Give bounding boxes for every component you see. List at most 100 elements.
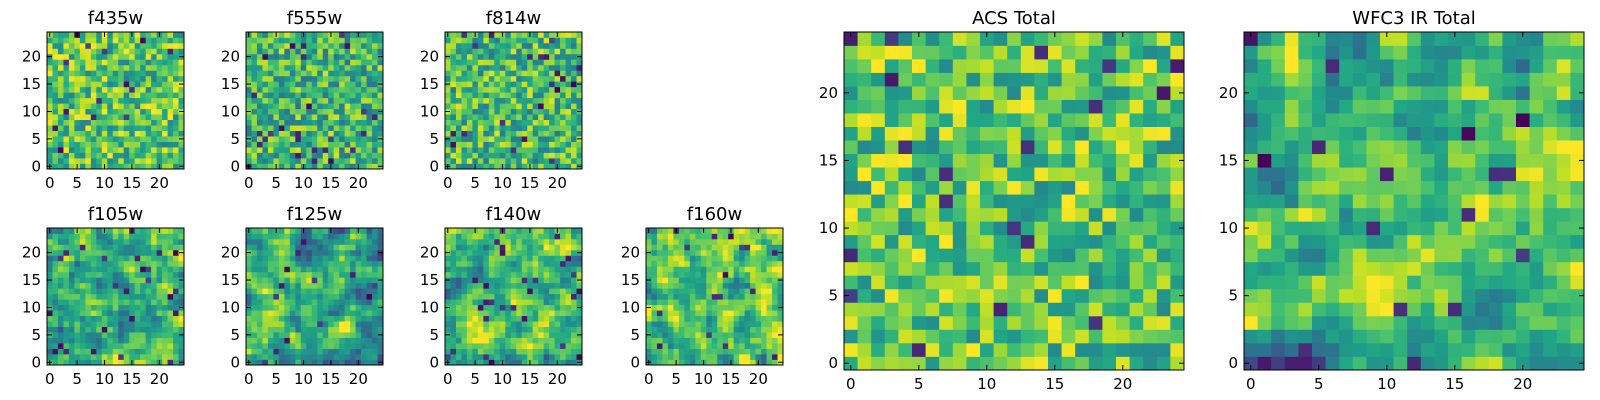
heatmap-cell — [543, 53, 550, 60]
heatmap-cell — [565, 32, 572, 38]
heatmap-cell — [173, 249, 179, 256]
heatmap-cell — [1020, 167, 1035, 182]
heatmap-cell — [300, 53, 307, 60]
heatmap-cell — [662, 315, 669, 322]
plot-frame — [245, 227, 384, 366]
heatmap-cell — [79, 326, 86, 333]
heatmap-cell — [300, 260, 307, 267]
heatmap-cell — [728, 299, 735, 306]
heatmap-cell — [739, 233, 745, 240]
heatmap-cell — [527, 130, 534, 137]
heatmap-cell — [350, 64, 356, 71]
heatmap-cell — [505, 70, 512, 77]
heatmap-cell — [167, 97, 174, 104]
heatmap-cell — [728, 233, 735, 240]
heatmap-cell — [527, 152, 534, 159]
heatmap-cell — [361, 141, 367, 148]
heatmap-cell — [543, 337, 550, 344]
heatmap-cell — [651, 238, 658, 245]
heatmap-cell — [728, 277, 735, 284]
heatmap-cell — [717, 299, 724, 306]
heatmap-cell — [101, 282, 108, 289]
heatmap-cell — [543, 238, 550, 245]
heatmap-cell — [289, 125, 296, 131]
heatmap-cell — [565, 130, 572, 137]
x-tick-label: 10 — [294, 174, 313, 192]
heatmap-cell — [267, 233, 274, 240]
heatmap-cell — [494, 255, 501, 262]
heatmap-cell — [317, 326, 324, 333]
heatmap-cell — [101, 114, 108, 121]
heatmap-cell — [912, 302, 926, 317]
heatmap-cell — [96, 81, 103, 88]
heatmap-cell — [262, 32, 269, 38]
heatmap-cell — [560, 70, 566, 77]
heatmap-cell — [565, 64, 572, 71]
heatmap-cell — [339, 321, 345, 327]
heatmap-cell — [560, 53, 566, 60]
heatmap-cell — [857, 315, 872, 330]
heatmap-cell — [278, 37, 285, 44]
heatmap-cell — [145, 271, 152, 278]
heatmap-cell — [129, 337, 136, 344]
x-tick-label: 5 — [470, 370, 480, 388]
heatmap-cell — [47, 147, 53, 153]
heatmap-cell — [527, 244, 534, 251]
heatmap-cell — [129, 244, 136, 251]
heatmap-cell — [527, 64, 534, 71]
heatmap-cell — [79, 293, 86, 300]
heatmap-cell — [483, 147, 490, 153]
heatmap-cell — [47, 238, 53, 245]
heatmap-cell — [1088, 221, 1103, 236]
heatmap-cell — [766, 299, 773, 306]
heatmap-cell — [871, 248, 886, 263]
heatmap-cell — [47, 310, 53, 317]
heatmap-cell — [284, 271, 291, 278]
heatmap-cell — [450, 228, 457, 234]
heatmap-cell — [355, 136, 362, 142]
heatmap-cell — [311, 37, 318, 44]
heatmap-cell — [505, 249, 512, 256]
heatmap-cell — [706, 315, 713, 322]
heatmap-cell — [79, 136, 86, 142]
heatmap-cell — [344, 81, 351, 88]
heatmap-cell — [156, 332, 163, 338]
heatmap-cell — [450, 53, 457, 60]
heatmap-cell — [761, 244, 767, 251]
heatmap-cell — [472, 343, 479, 349]
heatmap-cell — [156, 75, 163, 82]
heatmap-cell — [101, 92, 108, 99]
heatmap-cell — [461, 158, 468, 164]
heatmap-cell — [96, 348, 103, 355]
heatmap-cell — [510, 42, 517, 49]
heatmap-cell — [140, 321, 146, 327]
heatmap-cell — [466, 282, 473, 289]
heatmap-cell — [499, 37, 506, 44]
heatmap-cell — [646, 293, 652, 300]
heatmap-cell — [445, 75, 451, 82]
heatmap-cell — [311, 81, 318, 88]
heatmap-cell — [684, 315, 691, 322]
heatmap-cell — [52, 103, 59, 110]
heatmap-cell — [295, 299, 302, 306]
heatmap-cell — [350, 42, 356, 49]
heatmap-cell — [527, 282, 534, 289]
heatmap-cell — [85, 125, 92, 131]
y-tick-label: 15 — [420, 271, 439, 289]
heatmap-cell — [711, 343, 718, 349]
heatmap-cell — [1102, 315, 1117, 330]
heatmap-cell — [79, 70, 86, 77]
heatmap-cell — [477, 103, 484, 110]
heatmap-cell — [499, 348, 506, 355]
heatmap-cell — [361, 326, 367, 333]
heatmap-cell — [85, 152, 92, 159]
heatmap-cell — [267, 152, 274, 159]
heatmap-cell — [262, 233, 269, 240]
heatmap-cell — [505, 136, 512, 142]
heatmap-cell — [256, 271, 263, 278]
heatmap-cell — [129, 48, 136, 55]
heatmap-cell — [1020, 329, 1035, 344]
heatmap-cell — [366, 92, 373, 99]
heatmap-cell — [267, 92, 274, 99]
